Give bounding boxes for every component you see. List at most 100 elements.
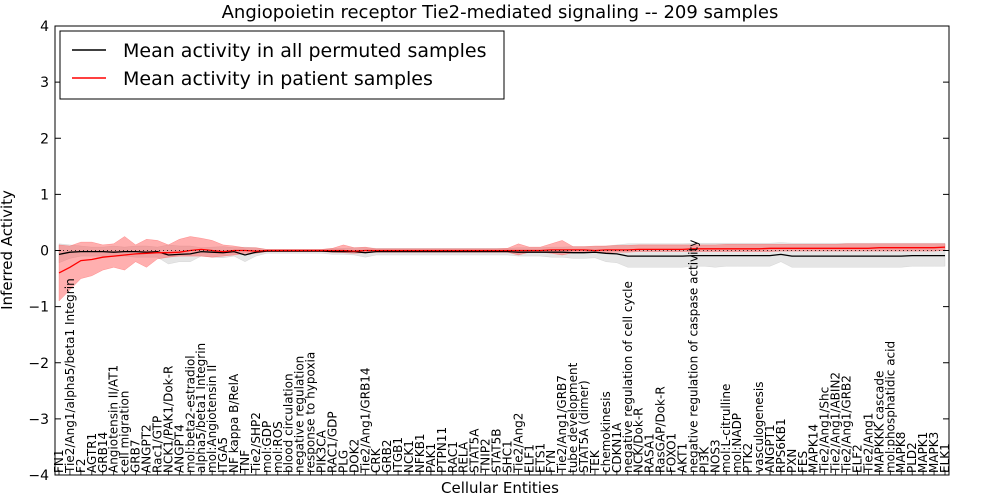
legend-label-patient: Mean activity in patient samples: [123, 68, 433, 90]
x-tick-label: GRB14: [96, 432, 110, 473]
series-lines: [58, 246, 946, 274]
chart-title: Angiopoietin receptor Tie2-mediated sign…: [222, 2, 779, 23]
x-tick-label: PI3K: [697, 446, 711, 473]
x-tick-label: RPS6KB1: [774, 418, 788, 473]
x-tick-label: tube development: [566, 362, 580, 473]
x-tick-label: vasculogenesis: [752, 382, 766, 473]
x-tick-label: PTPN11: [435, 427, 449, 473]
x-tick-label: AKT1: [676, 443, 690, 473]
x-tick-label: NF kappa B/RelA: [227, 373, 241, 473]
x-tick-label: GRB7: [129, 440, 143, 474]
series-line-1: [58, 246, 946, 274]
x-tick-label: PLD2: [905, 442, 919, 473]
x-tick-label: NCK1/PAK1/Dok-R: [161, 366, 175, 473]
x-tick-label: MAPK3: [927, 432, 941, 473]
x-tick-label: cell migration: [118, 391, 132, 473]
x-tick-label: ELK1: [938, 443, 952, 473]
y-tick-label: −1: [28, 300, 49, 316]
y-tick-label: 1: [40, 187, 49, 203]
x-tick-label: mol:NADP: [730, 413, 744, 473]
x-tick-label: FYN: [544, 450, 558, 473]
x-tick-label: STAT5A (dimer): [577, 380, 591, 473]
x-tick-label: STAT5A: [468, 428, 482, 473]
x-tick-label: PXN: [785, 449, 799, 473]
x-tick-label: mol:ROS: [271, 421, 285, 473]
x-tick-label: RELA: [457, 441, 471, 473]
x-tick-label: MAPK8: [894, 432, 908, 473]
x-tick-label: Angiotensin II/AT1: [107, 365, 121, 473]
x-tick-label: Tie2/Ang1/GRB2: [840, 375, 854, 474]
x-tick-label: mol:Angiotensin II: [205, 365, 219, 473]
y-axis: −4 −3 −2 −1 0 1 2 3 4: [28, 19, 949, 484]
x-tick-label: mol:L-citrulline: [719, 384, 733, 473]
x-tick-label: Tie2/Ang1/Shc: [818, 387, 832, 474]
x-tick-label: negative regulation: [293, 356, 307, 473]
x-tick-label: ELF1: [522, 444, 536, 473]
series-line-0: [58, 250, 945, 257]
x-tick-label: TNF: [238, 450, 252, 474]
x-tick-label: NOS3: [708, 439, 722, 473]
x-tick-label: RAC1: [446, 441, 460, 473]
x-tick-label: ELF2: [851, 444, 865, 473]
x-tick-label: mol:GDP: [260, 421, 274, 473]
x-tick-label: ANGPT1: [763, 424, 777, 473]
x-tick-label: Tie2/Ang1: [861, 413, 875, 474]
x-tick-label: PIK3CA: [315, 429, 329, 473]
x-tick-label: blood circulation: [282, 373, 296, 473]
y-axis-label: Inferred Activity: [0, 190, 16, 310]
x-tick-label: NCK/Dok-R: [632, 408, 646, 473]
x-tick-label: RasGAP/Dok-R: [654, 386, 668, 473]
x-tick-label: CDKN1A: [610, 422, 624, 473]
x-tick-label: STAT5B: [490, 428, 504, 473]
x-tick-label: mol:phosphatidic acid: [883, 341, 897, 473]
legend: Mean activity in all permuted samples Me…: [59, 30, 505, 100]
y-tick-label: 0: [40, 244, 49, 260]
x-tick-label: ANGPT2: [140, 424, 154, 473]
x-tick-label: response to hypoxia: [304, 352, 318, 473]
x-tick-label: MAPK1: [916, 432, 930, 473]
legend-box: [59, 30, 505, 100]
x-tick-label: Tie2/Ang2: [511, 413, 525, 474]
x-tick-label: PAK1: [424, 443, 438, 473]
y-tick-label: −4: [28, 468, 49, 484]
x-tick-label: CRK: [369, 447, 383, 473]
x-tick-label: FES: [796, 451, 810, 473]
x-tick-label: negative regulation of caspase activity: [686, 240, 700, 473]
confidence-bands: [58, 236, 946, 302]
legend-label-permuted: Mean activity in all permuted samples: [123, 40, 486, 62]
x-tick-label: chemokinesis: [599, 391, 613, 473]
x-tick-label: ITGA5: [216, 437, 230, 473]
x-tick-label: SHC1: [501, 440, 515, 473]
x-tick-label: MAPKKK cascade: [872, 371, 886, 473]
x-tick-label: PLG: [336, 450, 350, 473]
x-tick-label: TNIP2: [479, 438, 493, 474]
y-tick-label: 3: [40, 75, 49, 91]
x-tick-label: Rac1/GTP: [150, 416, 164, 473]
x-tick-label: negative regulation of cell cycle: [621, 281, 635, 473]
x-tick-label: Tie2/Ang1/ABIN2: [829, 372, 843, 474]
x-axis-label: Cellular Entities: [441, 479, 559, 497]
x-tick-label: MAPK14: [807, 424, 821, 473]
x-tick-label: ANGPT4: [172, 424, 186, 473]
x-tick-label: mol:beta2-estradiol: [183, 355, 197, 473]
x-tick-label: ITGB1: [391, 437, 405, 473]
y-tick-label: 4: [40, 19, 49, 35]
x-tick-label: GRB2: [380, 439, 394, 473]
x-tick-label: RAC1/GDP: [326, 411, 340, 473]
x-tick-label: DOK2: [347, 439, 361, 473]
x-tick-label: Tie2/Ang1/GRB7: [555, 375, 569, 474]
x-tick-label: F2: [74, 458, 88, 473]
x-tick-label: alpha5/beta1 Integrin: [194, 343, 208, 473]
x-tick-label: ETS1: [533, 443, 547, 473]
x-tick-label: NFKB1: [413, 433, 427, 473]
x-tick-label: Tie2/SHP2: [249, 412, 263, 474]
x-tick-label: AGTR1: [85, 433, 99, 473]
y-tick-label: −2: [28, 356, 49, 372]
x-tick-label: RASA1: [643, 433, 657, 473]
y-tick-label: −3: [28, 412, 49, 428]
x-tick-label: Tie2/Ang1/alpha5/beta1 Integrin: [63, 278, 77, 474]
x-tick-label: PTK2: [741, 443, 755, 473]
